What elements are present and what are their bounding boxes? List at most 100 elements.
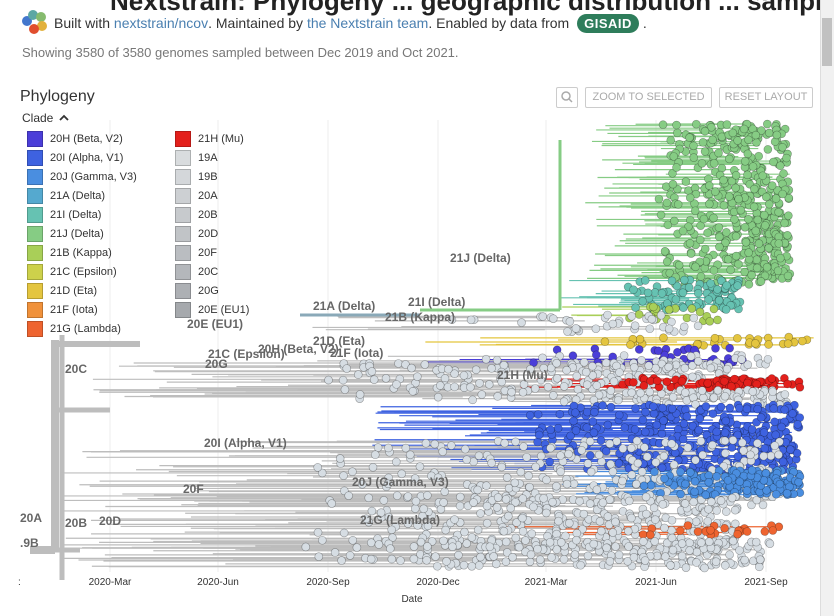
- tip: [535, 555, 545, 564]
- tip: [662, 538, 672, 548]
- tip: [396, 556, 405, 565]
- tip: [657, 429, 667, 439]
- tip: [337, 556, 346, 565]
- tip: [731, 171, 741, 180]
- legend-item[interactable]: 20D: [175, 226, 218, 242]
- gisaid-logo[interactable]: GISAID: [577, 13, 639, 33]
- tip: [678, 288, 688, 297]
- page-scrollbar[interactable]: [820, 0, 834, 616]
- legend-item[interactable]: 21H (Mu): [175, 131, 244, 147]
- tip: [689, 497, 698, 507]
- tip: [545, 457, 554, 467]
- legend-item[interactable]: 20H (Beta, V2): [27, 131, 123, 147]
- tip: [654, 194, 664, 204]
- tip: [763, 145, 773, 154]
- tip: [629, 362, 639, 372]
- legend-item[interactable]: 20F: [175, 245, 217, 261]
- tip: [705, 199, 714, 209]
- tip: [618, 444, 628, 453]
- tip: [769, 404, 779, 413]
- tree-canvas[interactable]: 21J (Delta) 21A (Delta) 21I (Delta) 21B (Ka…: [0, 110, 818, 616]
- legend-item[interactable]: 20E (EU1): [175, 302, 249, 318]
- tip: [758, 500, 768, 510]
- legend-item[interactable]: 21C (Epsilon): [27, 264, 117, 280]
- tip: [786, 445, 795, 454]
- legend-item[interactable]: 21B (Kappa): [27, 245, 112, 261]
- tip: [691, 517, 701, 526]
- tip: [727, 493, 737, 503]
- tip: [391, 457, 401, 467]
- legend-item[interactable]: 21D (Eta): [27, 283, 97, 299]
- tip: [392, 380, 401, 389]
- tip: [779, 169, 788, 178]
- tip: [635, 334, 645, 344]
- tip: [493, 493, 503, 502]
- tip: [720, 448, 730, 458]
- tip: [423, 491, 432, 500]
- tip: [387, 554, 397, 564]
- phylogeny-tree[interactable]: 21J (Delta) 21A (Delta) 21I (Delta) 21B (Ka…: [0, 110, 818, 616]
- tip: [592, 381, 602, 390]
- legend-item[interactable]: 20J (Gamma, V3): [27, 169, 137, 185]
- legend-item[interactable]: 19B: [175, 169, 218, 185]
- scrollbar-thumb[interactable]: [822, 18, 832, 66]
- tip: [440, 487, 449, 496]
- tip: [468, 395, 477, 405]
- tip: [427, 537, 437, 546]
- legend-item[interactable]: 20A: [175, 188, 218, 204]
- tip: [679, 303, 688, 313]
- chevron-up-icon[interactable]: [59, 114, 69, 122]
- tip: [367, 506, 377, 516]
- tip: [651, 458, 661, 467]
- tip: [712, 472, 721, 481]
- tip: [634, 310, 644, 319]
- tip: [608, 467, 618, 476]
- tip: [539, 363, 549, 373]
- tip: [658, 120, 668, 129]
- legend-item[interactable]: 19A: [175, 150, 218, 166]
- tip: [666, 135, 676, 145]
- tip: [539, 494, 548, 503]
- zoom-to-selected-button[interactable]: ZOOM TO SELECTED: [585, 87, 712, 108]
- x-tick-label: 2021-Sep: [744, 577, 788, 588]
- legend-item[interactable]: 20I (Alpha, V1): [27, 150, 123, 166]
- tip: [682, 412, 692, 421]
- tip: [719, 175, 728, 185]
- legend-item[interactable]: 21I (Delta): [27, 207, 101, 223]
- legend-item[interactable]: 20C: [175, 264, 218, 280]
- enabled-text: . Enabled by data from: [428, 15, 570, 31]
- legend-item[interactable]: 21A (Delta): [27, 188, 105, 204]
- legend-label: 19A: [198, 152, 218, 164]
- tip: [751, 226, 761, 236]
- legend-item[interactable]: 20B: [175, 207, 218, 223]
- tip: [603, 512, 613, 521]
- tip: [677, 551, 687, 561]
- tip: [634, 345, 644, 354]
- x-tick-label: 2021-Mar: [525, 577, 568, 588]
- tip: [725, 403, 735, 413]
- tip: [384, 512, 394, 522]
- legend-item[interactable]: 21J (Delta): [27, 226, 104, 242]
- tip: [422, 555, 431, 565]
- legend-item[interactable]: 20G: [175, 283, 219, 299]
- tip: [413, 372, 422, 381]
- tip: [430, 439, 440, 449]
- legend-header[interactable]: Clade: [22, 111, 342, 125]
- tip: [712, 427, 721, 437]
- tip: [720, 391, 730, 401]
- tree-tips: [301, 119, 812, 573]
- tip: [572, 535, 581, 545]
- tip: [547, 553, 556, 562]
- legend-item[interactable]: 21F (Iota): [27, 302, 98, 318]
- legend-item[interactable]: 21G (Lambda): [27, 321, 121, 337]
- zoom-icon-button[interactable]: [556, 87, 578, 108]
- tip: [606, 402, 616, 412]
- ncov-link[interactable]: nextstrain/ncov: [113, 15, 209, 31]
- tip: [611, 542, 620, 551]
- tip: [657, 463, 667, 473]
- tip: [726, 265, 735, 275]
- reset-layout-button[interactable]: RESET LAYOUT: [719, 87, 813, 108]
- nextstrain-team-link[interactable]: the Nextstrain team: [306, 15, 429, 31]
- tip: [419, 504, 429, 514]
- tip: [768, 387, 778, 397]
